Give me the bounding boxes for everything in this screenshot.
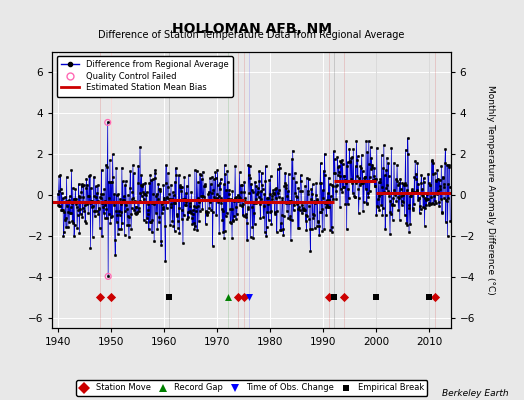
Point — [330, 294, 338, 300]
Point — [239, 294, 248, 300]
Point — [165, 294, 173, 300]
Point — [425, 294, 433, 300]
Legend: Station Move, Record Gap, Time of Obs. Change, Empirical Break: Station Move, Record Gap, Time of Obs. C… — [76, 380, 427, 396]
Point — [104, 273, 112, 280]
Text: Berkeley Earth: Berkeley Earth — [442, 389, 508, 398]
Point — [223, 294, 232, 300]
Text: Difference of Station Temperature Data from Regional Average: Difference of Station Temperature Data f… — [99, 30, 405, 40]
Title: HOLLOMAN AFB, NM: HOLLOMAN AFB, NM — [171, 22, 332, 36]
Legend: Difference from Regional Average, Quality Control Failed, Estimated Station Mean: Difference from Regional Average, Qualit… — [57, 56, 233, 96]
Point — [104, 119, 112, 126]
Point — [106, 294, 115, 300]
Point — [234, 294, 243, 300]
Point — [372, 294, 380, 300]
Point — [431, 294, 439, 300]
Point — [324, 294, 333, 300]
Y-axis label: Monthly Temperature Anomaly Difference (°C): Monthly Temperature Anomaly Difference (… — [486, 85, 495, 295]
Point — [340, 294, 348, 300]
Point — [245, 294, 253, 300]
Point — [96, 294, 104, 300]
